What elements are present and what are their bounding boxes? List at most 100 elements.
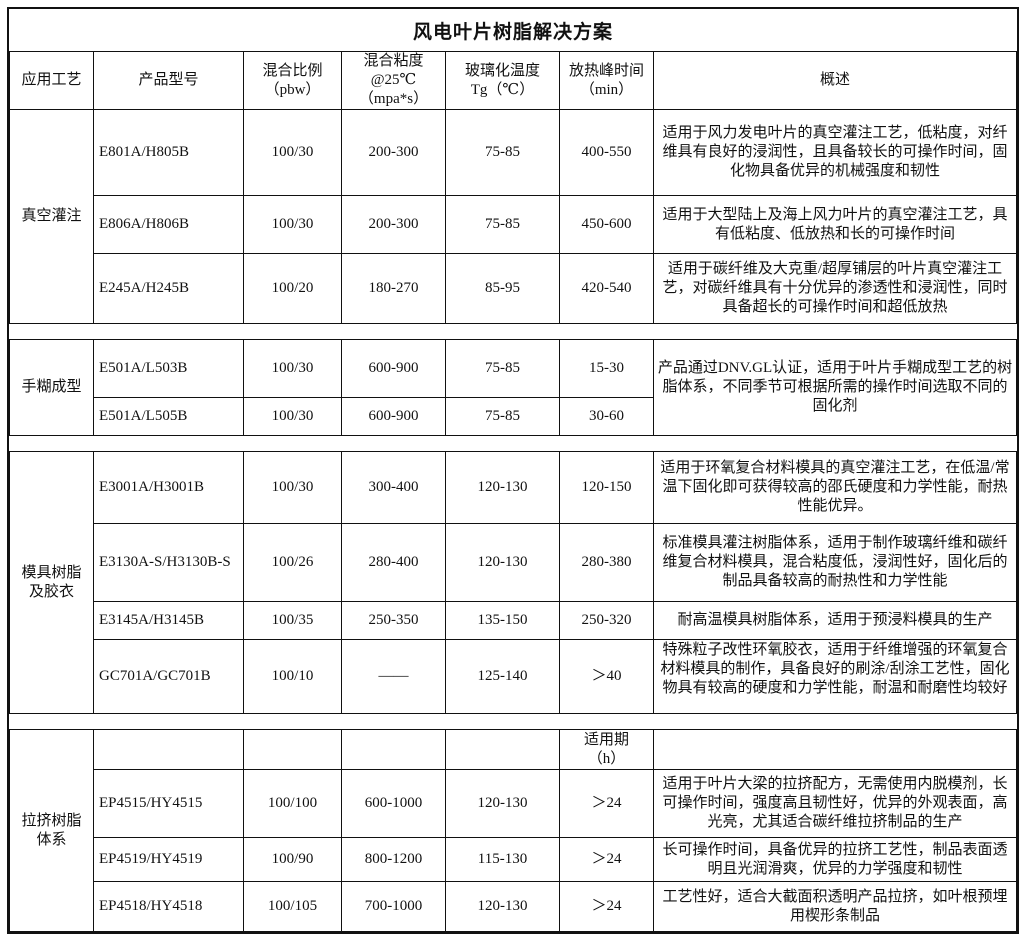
resin-solutions-sheet: 风电叶片树脂解决方案 应用工艺 产品型号 混合比例 （pbw） 混合粘度@25℃ （…	[7, 7, 1019, 934]
model-cell: E245A/H245B	[93, 253, 244, 324]
empty-cell	[341, 729, 446, 770]
overview-cell: 工艺性好，适合大截面积透明产品拉挤，如叶根预埋用楔形条制品	[653, 881, 1017, 932]
table-row: EP4519/HY4519 100/90 800-1200 115-130 ＞2…	[10, 837, 1017, 882]
table-row: E3130A-S/H3130B-S 100/26 280-400 120-130…	[10, 523, 1017, 602]
overview-cell: 标准模具灌注树脂体系，适用于制作玻璃纤维和碳纤维复合材料模具，混合粘度低，浸润性…	[653, 523, 1017, 602]
page-title: 风电叶片树脂解决方案	[412, 21, 613, 43]
ratio-cell: 100/30	[243, 195, 342, 254]
table-row: 手糊成型 E501A/L503B 100/30 600-900 75-85 15…	[9, 339, 1017, 436]
table-row: EP4515/HY4515 100/100 600-1000 120-130 ＞…	[10, 769, 1017, 838]
header-row: 应用工艺 产品型号 混合比例 （pbw） 混合粘度@25℃ （mpa*s） 玻璃化温…	[9, 51, 1017, 110]
ratio-cell: 100/10	[243, 639, 342, 714]
header-cell-tg: 玻璃化温度 Tg（℃）	[445, 51, 560, 110]
empty-cell	[243, 729, 342, 770]
empty-cell	[445, 729, 560, 770]
header-cell-ratio: 混合比例 （pbw）	[243, 51, 342, 110]
peak-cell: 15-30	[559, 339, 654, 398]
table-hand-layup: 手糊成型 E501A/L503B 100/30 600-900 75-85 15…	[9, 339, 1017, 436]
model-cell: E501A/L505B	[93, 397, 244, 436]
table-row: 模具树脂及胶衣 E3001A/H3001B 100/30 300-400 120…	[9, 451, 1017, 714]
peak-cell: ＞24	[559, 881, 654, 932]
process-cell: 手糊成型	[9, 339, 94, 436]
tg-cell: 85-95	[445, 253, 560, 324]
ratio-cell: 100/100	[243, 769, 342, 838]
peak-cell: 120-150	[559, 451, 654, 524]
model-cell: E3001A/H3001B	[93, 451, 244, 524]
header-cell-model: 产品型号	[93, 51, 244, 110]
overview-cell: 耐高温模具树脂体系，适用于预浸料模具的生产	[653, 601, 1017, 640]
ratio-cell: 100/30	[243, 109, 342, 196]
model-cell: E801A/H805B	[93, 109, 244, 196]
peak-cell: 250-320	[559, 601, 654, 640]
tg-cell: 75-85	[445, 109, 560, 196]
overview-cell: 长可操作时间，具备优异的拉挤工艺性，制品表面透明且光润滑爽，优异的力学强度和韧性	[653, 837, 1017, 882]
tg-cell: 115-130	[445, 837, 560, 882]
section-separator	[9, 436, 1017, 451]
tg-cell: 125-140	[445, 639, 560, 714]
table-mold-resin: 模具树脂及胶衣 E3001A/H3001B 100/30 300-400 120…	[9, 451, 1017, 714]
peak-cell: 400-550	[559, 109, 654, 196]
model-cell: E806A/H806B	[93, 195, 244, 254]
overview-cell: 适用于叶片大梁的拉挤配方，无需使用内脱模剂，长可操作时间，强度高且韧性好，优异的…	[653, 769, 1017, 838]
viscosity-cell: 600-1000	[341, 769, 446, 838]
overview-cell: 适用于风力发电叶片的真空灌注工艺，低粘度，对纤维具有良好的浸润性，且具备较长的可…	[653, 109, 1017, 196]
model-cell: EP4515/HY4515	[93, 769, 244, 838]
process-cell: 真空灌注	[9, 109, 94, 324]
viscosity-cell: 250-350	[341, 601, 446, 640]
model-cell: EP4518/HY4518	[93, 881, 244, 932]
ratio-cell: 100/30	[243, 397, 342, 436]
ratio-cell: 100/35	[243, 601, 342, 640]
viscosity-cell: 700-1000	[341, 881, 446, 932]
viscosity-cell: 600-900	[341, 397, 446, 436]
tg-cell: 75-85	[445, 339, 560, 398]
viscosity-cell: 280-400	[341, 523, 446, 602]
model-cell: GC701A/GC701B	[93, 639, 244, 714]
tg-cell: 120-130	[445, 451, 560, 524]
table-row: GC701A/GC701B 100/10 —— 125-140 ＞40 特殊粒子…	[10, 639, 1017, 714]
table-row: EP4518/HY4518 100/105 700-1000 120-130 ＞…	[10, 881, 1017, 932]
peak-cell: 450-600	[559, 195, 654, 254]
process-cell: 模具树脂及胶衣	[9, 451, 94, 714]
model-cell: EP4519/HY4519	[93, 837, 244, 882]
potlife-header-cell: 适用期 （h）	[559, 729, 654, 770]
ratio-cell: 100/30	[243, 339, 342, 398]
peak-cell: 420-540	[559, 253, 654, 324]
header-cell-viscosity: 混合粘度@25℃ （mpa*s）	[341, 51, 446, 110]
overview-cell: 适用于碳纤维及大克重/超厚铺层的叶片真空灌注工艺，对碳纤维具有十分优异的渗透性和…	[653, 253, 1017, 324]
tg-cell: 120-130	[445, 881, 560, 932]
overview-cell: 产品通过DNV.GL认证，适用于叶片手糊成型工艺的树脂体系，不同季节可根据所需的…	[653, 339, 1017, 436]
process-cell: 拉挤树脂体系	[9, 729, 94, 932]
header-cell-peak: 放热峰时间 （min）	[559, 51, 654, 110]
viscosity-cell: 200-300	[341, 109, 446, 196]
table-row: E3145A/H3145B 100/35 250-350 135-150 250…	[10, 601, 1017, 640]
ratio-cell: 100/105	[243, 881, 342, 932]
table-row: E806A/H806B 100/30 200-300 75-85 450-600…	[10, 195, 1017, 254]
section-separator	[9, 324, 1017, 339]
section-separator	[9, 714, 1017, 729]
table-row: 真空灌注 E801A/H805B 100/30 200-300 75-85 40…	[9, 109, 1017, 324]
ratio-cell: 100/26	[243, 523, 342, 602]
ratio-cell: 100/90	[243, 837, 342, 882]
viscosity-cell: 800-1200	[341, 837, 446, 882]
viscosity-cell: 200-300	[341, 195, 446, 254]
tg-cell: 75-85	[445, 397, 560, 436]
peak-cell: ＞24	[559, 769, 654, 838]
header-cell-process: 应用工艺	[9, 51, 94, 110]
tg-cell: 135-150	[445, 601, 560, 640]
model-cell: E501A/L503B	[93, 339, 244, 398]
tg-cell: 120-130	[445, 523, 560, 602]
peak-cell: ＞24	[559, 837, 654, 882]
peak-cell: ＞40	[559, 639, 654, 714]
viscosity-cell: 180-270	[341, 253, 446, 324]
overview-cell: 特殊粒子改性环氧胶衣，适用于纤维增强的环氧复合材料模具的制作，具备良好的刷涂/刮…	[653, 639, 1017, 714]
empty-cell	[93, 729, 244, 770]
viscosity-cell: 600-900	[341, 339, 446, 398]
header-cell-overview: 概述	[653, 51, 1017, 110]
subheader-row: 拉挤树脂体系 适用期 （h）	[9, 729, 1017, 932]
viscosity-cell: 300-400	[341, 451, 446, 524]
tg-cell: 120-130	[445, 769, 560, 838]
model-cell: E3130A-S/H3130B-S	[93, 523, 244, 602]
overview-cell: 适用于环氧复合材料模具的真空灌注工艺，在低温/常温下固化即可获得较高的邵氏硬度和…	[653, 451, 1017, 524]
viscosity-cell: ——	[341, 639, 446, 714]
ratio-cell: 100/20	[243, 253, 342, 324]
